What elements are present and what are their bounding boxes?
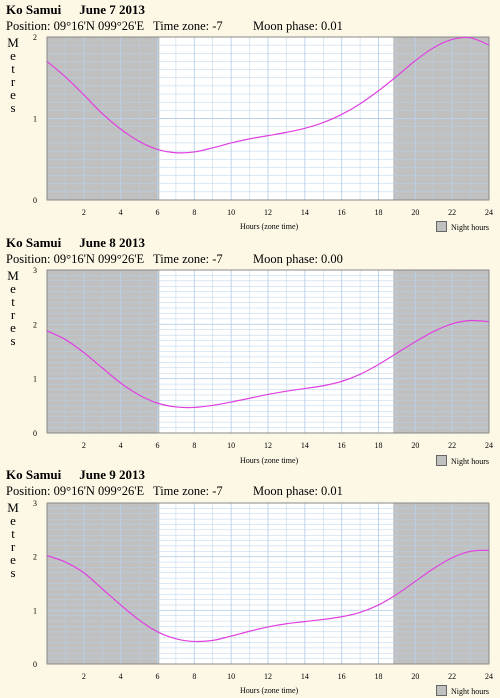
- x-tick-label: 6: [156, 208, 160, 217]
- timezone-label: Time zone: -7: [153, 484, 223, 498]
- x-tick-label: 18: [375, 208, 383, 217]
- x-tick-label: 8: [192, 672, 196, 681]
- x-tick-label: 22: [448, 672, 456, 681]
- x-tick-label: 6: [156, 441, 160, 450]
- date-label: June 9 2013: [79, 467, 145, 482]
- x-tick-label: 8: [192, 441, 196, 450]
- x-tick-label: 6: [156, 672, 160, 681]
- x-tick-label: 20: [411, 441, 419, 450]
- place-name: Ko Samui: [6, 2, 62, 17]
- x-tick-label: 16: [338, 208, 346, 217]
- x-tick-label: 4: [119, 672, 123, 681]
- x-tick-label: 14: [301, 441, 309, 450]
- x-tick-label: 2: [82, 441, 86, 450]
- moon-phase-label: Moon phase: 0.01: [253, 484, 343, 498]
- panel-title: Ko Samui June 7 2013: [6, 2, 145, 18]
- x-axis-label: Hours (zone time): [240, 222, 299, 231]
- x-tick-label: 14: [301, 672, 309, 681]
- timezone-label: Time zone: -7: [153, 19, 223, 33]
- x-tick-label: 24: [485, 208, 493, 217]
- legend-label: Night hours: [451, 223, 489, 232]
- x-tick-label: 10: [227, 672, 235, 681]
- x-tick-label: 24: [485, 672, 493, 681]
- panel-title: Ko Samui June 9 2013: [6, 467, 145, 483]
- y-tick-label: 0: [33, 429, 37, 438]
- plot-frame: [46, 269, 490, 434]
- y-tick-label: 3: [33, 499, 37, 508]
- y-tick-label: 2: [33, 553, 37, 562]
- position-label: Position: 09°16'N 099°26'E: [6, 19, 145, 33]
- x-tick-label: 22: [448, 441, 456, 450]
- night-swatch-icon: [436, 455, 447, 466]
- plot-frame: [46, 502, 490, 665]
- night-swatch-icon: [436, 221, 447, 232]
- place-name: Ko Samui: [6, 467, 62, 482]
- x-tick-label: 18: [375, 672, 383, 681]
- tide-panel-2: Ko Samui June 8 2013 Position: 09°16'N 09…: [0, 233, 500, 466]
- x-axis-label: Hours (zone time): [240, 686, 299, 695]
- place-name: Ko Samui: [6, 235, 62, 250]
- tide-panel-1: Ko Samui June 7 2013 Position: 09°16'N 09…: [0, 0, 500, 232]
- x-tick-label: 18: [375, 441, 383, 450]
- y-tick-label: 3: [33, 266, 37, 275]
- legend-label: Night hours: [451, 457, 489, 466]
- night-hours-legend: Night hours: [436, 455, 489, 466]
- x-tick-label: 20: [411, 208, 419, 217]
- tide-curve: [46, 549, 490, 643]
- y-tick-label: 1: [33, 375, 37, 384]
- x-tick-label: 12: [264, 441, 272, 450]
- x-tick-label: 8: [192, 208, 196, 217]
- timezone-label: Time zone: -7: [153, 252, 223, 266]
- tide-curve: [46, 36, 490, 154]
- moon-phase-label: Moon phase: 0.00: [253, 252, 343, 266]
- y-tick-label: 1: [33, 115, 37, 124]
- y-tick-label: 0: [33, 660, 37, 669]
- plot-frame: [46, 36, 490, 201]
- y-tick-label: 2: [33, 33, 37, 42]
- x-tick-label: 2: [82, 672, 86, 681]
- x-tick-label: 10: [227, 441, 235, 450]
- x-tick-label: 20: [411, 672, 419, 681]
- x-tick-label: 22: [448, 208, 456, 217]
- x-tick-label: 12: [264, 208, 272, 217]
- date-label: June 7 2013: [79, 2, 145, 17]
- x-tick-label: 24: [485, 441, 493, 450]
- panel-title: Ko Samui June 8 2013: [6, 235, 145, 251]
- x-tick-label: 16: [338, 672, 346, 681]
- x-tick-label: 10: [227, 208, 235, 217]
- tide-panel-3: Ko Samui June 9 2013 Position: 09°16'N 09…: [0, 465, 500, 697]
- x-tick-label: 16: [338, 441, 346, 450]
- date-label: June 8 2013: [79, 235, 145, 250]
- x-tick-label: 2: [82, 208, 86, 217]
- tide-curve: [46, 319, 490, 409]
- x-tick-label: 12: [264, 672, 272, 681]
- position-label: Position: 09°16'N 099°26'E: [6, 252, 145, 266]
- x-tick-label: 14: [301, 208, 309, 217]
- night-swatch-icon: [436, 685, 447, 696]
- y-tick-label: 2: [33, 320, 37, 329]
- position-label: Position: 09°16'N 099°26'E: [6, 484, 145, 498]
- legend-label: Night hours: [451, 687, 489, 696]
- x-tick-label: 4: [119, 441, 123, 450]
- x-axis-label: Hours (zone time): [240, 456, 299, 465]
- night-hours-legend: Night hours: [436, 221, 489, 232]
- night-hours-legend: Night hours: [436, 685, 489, 696]
- y-tick-label: 1: [33, 606, 37, 615]
- moon-phase-label: Moon phase: 0.01: [253, 19, 343, 33]
- x-tick-label: 4: [119, 208, 123, 217]
- y-tick-label: 0: [33, 196, 37, 205]
